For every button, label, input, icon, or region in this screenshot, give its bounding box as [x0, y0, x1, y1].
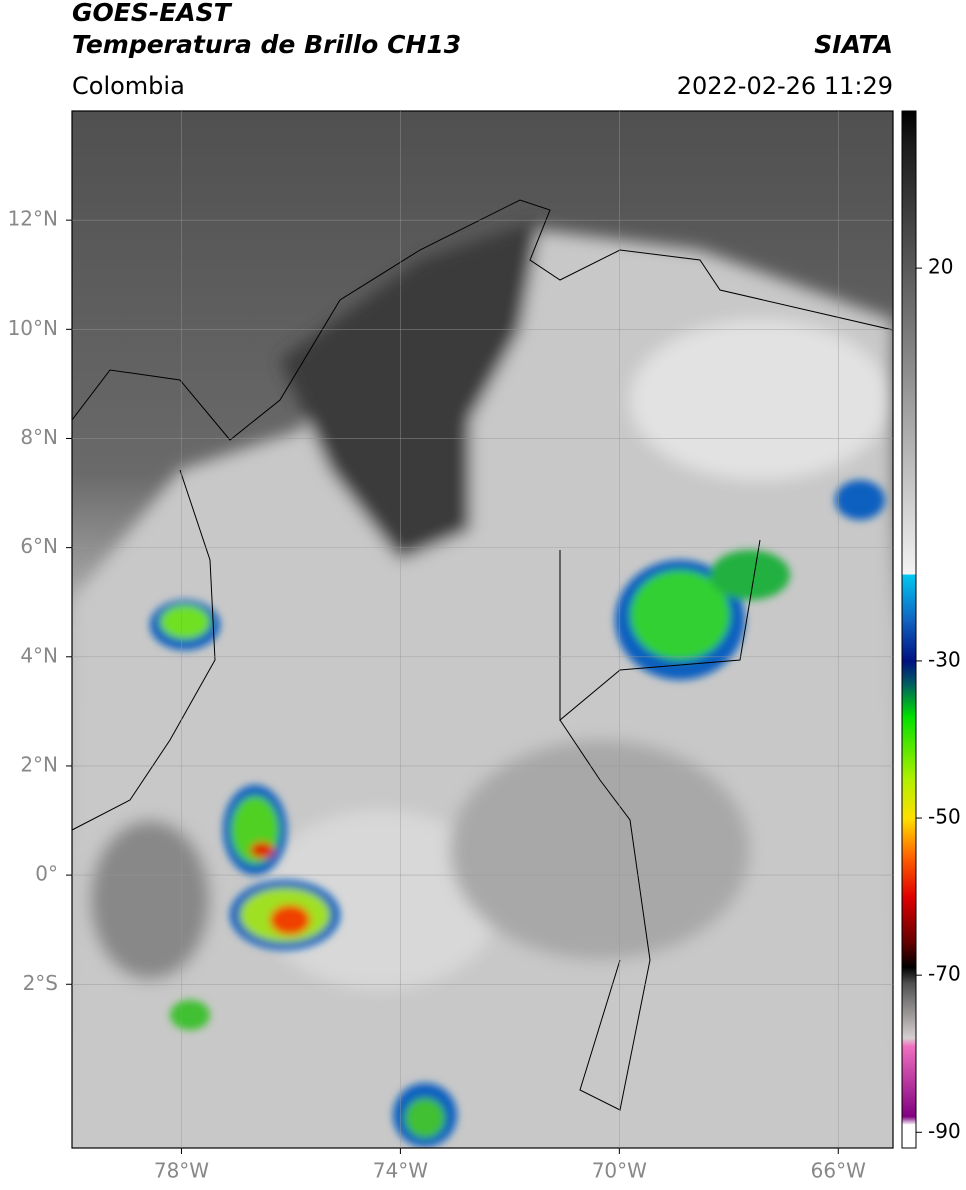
colorbar-tick-label: -90 — [928, 1119, 961, 1143]
source: SIATA — [814, 30, 893, 59]
colorbar-tick-label: -30 — [928, 647, 961, 671]
title: GOES-EAST — [72, 0, 233, 27]
y-tick-label: 8°N — [20, 425, 58, 449]
x-tick-label: 70°W — [592, 1159, 647, 1183]
colorbar-segment — [902, 967, 916, 984]
y-tick-label: 2°S — [23, 971, 58, 995]
x-tick-label: 66°W — [811, 1159, 866, 1183]
map-frame — [71, 110, 894, 1149]
colorbar-segment — [902, 142, 916, 576]
colorbar-segment — [902, 778, 916, 819]
colorbar-tick-label: -50 — [928, 805, 961, 829]
colorbar-segment — [902, 621, 916, 662]
colorbar-tick-label: 20 — [928, 255, 953, 279]
colorbar-segment — [902, 1116, 916, 1125]
colorbar-segment — [902, 896, 916, 945]
colorbar-segment — [902, 715, 916, 780]
colorbar-segment — [902, 943, 916, 968]
colorbar-segment — [902, 983, 916, 1039]
x-tick-label: 74°W — [373, 1159, 428, 1183]
colorbar-tick-label: -70 — [928, 962, 961, 986]
colorbar-segment — [902, 857, 916, 898]
colorbar-segment — [902, 1045, 916, 1118]
datetime: 2022-02-26 11:29 — [677, 72, 893, 100]
y-tick-label: 12°N — [8, 207, 58, 231]
y-tick-label: 6°N — [20, 534, 58, 558]
colorbar-segment — [902, 574, 916, 623]
x-tick-label: 78°W — [154, 1159, 209, 1183]
y-tick-label: 4°N — [20, 643, 58, 667]
region: Colombia — [72, 72, 185, 100]
colorbar-segment — [902, 111, 916, 143]
map-imagery — [72, 111, 893, 1148]
colorbar-frame — [901, 110, 917, 1149]
y-tick-label: 0° — [35, 862, 58, 886]
y-tick-label: 10°N — [8, 316, 58, 340]
colorbar-segment — [902, 660, 916, 685]
colorbar-segment — [902, 1038, 916, 1047]
y-tick-label: 2°N — [20, 752, 58, 776]
colorbar-segment — [902, 684, 916, 717]
colorbar-segment — [902, 1124, 916, 1149]
colorbar-segment — [902, 818, 916, 858]
subtitle: Temperatura de Brillo CH13 — [72, 30, 461, 59]
